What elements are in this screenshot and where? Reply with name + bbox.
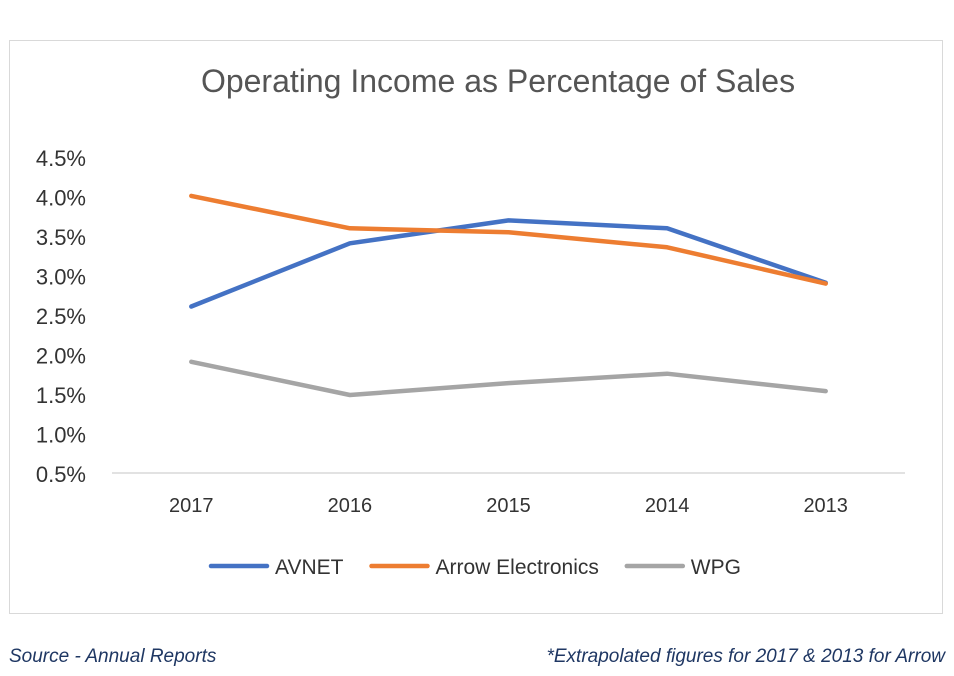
legend-label: Arrow Electronics bbox=[436, 556, 599, 579]
x-tick-label: 2016 bbox=[328, 495, 373, 517]
chart-title: Operating Income as Percentage of Sales bbox=[201, 63, 795, 99]
y-tick-label: 2.5% bbox=[36, 304, 86, 329]
legend-label: WPG bbox=[691, 556, 741, 579]
x-tick-label: 2013 bbox=[803, 495, 848, 517]
legend-item-avnet: AVNET bbox=[211, 556, 344, 579]
x-tick-label: 2017 bbox=[169, 495, 214, 517]
y-tick-label: 3.5% bbox=[36, 225, 86, 250]
y-tick-label: 0.5% bbox=[36, 462, 86, 487]
legend-label: AVNET bbox=[275, 556, 344, 579]
y-tick-label: 1.5% bbox=[36, 383, 86, 408]
extrapolation-note: *Extrapolated figures for 2017 & 2013 fo… bbox=[546, 646, 945, 668]
x-axis: 2017 2016 2015 2014 2013 bbox=[112, 473, 905, 517]
y-tick-label: 3.0% bbox=[36, 265, 86, 290]
legend-item-wpg: WPG bbox=[627, 556, 741, 579]
x-tick-label: 2014 bbox=[645, 495, 690, 517]
legend: AVNET Arrow Electronics WPG bbox=[211, 556, 741, 579]
series-lines bbox=[191, 196, 825, 395]
line-chart: Operating Income as Percentage of Sales … bbox=[0, 0, 954, 676]
x-tick-label: 2015 bbox=[486, 495, 531, 517]
source-note: Source - Annual Reports bbox=[9, 646, 216, 668]
y-axis: 0.5% 1.0% 1.5% 2.0% 2.5% 3.0% 3.5% 4.0% 4.5% bbox=[36, 146, 86, 487]
y-tick-label: 4.0% bbox=[36, 186, 86, 211]
y-tick-label: 1.0% bbox=[36, 423, 86, 448]
y-tick-label: 2.0% bbox=[36, 344, 86, 369]
legend-item-arrow-electronics: Arrow Electronics bbox=[372, 556, 599, 579]
y-tick-label: 4.5% bbox=[36, 146, 86, 171]
series-line-wpg bbox=[191, 362, 825, 395]
